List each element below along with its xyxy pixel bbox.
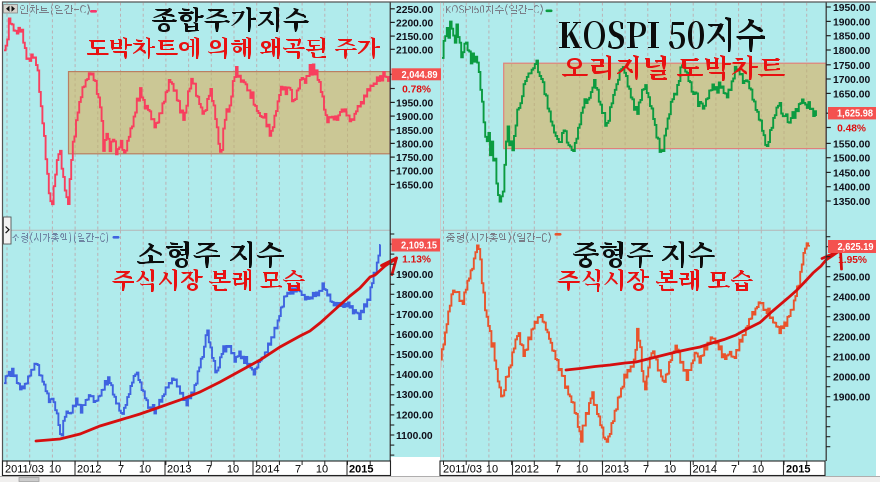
svg-text:1500.00: 1500.00	[833, 154, 870, 165]
svg-text:2100.00: 2100.00	[833, 353, 870, 364]
svg-text:7: 7	[643, 463, 649, 475]
svg-text:2,044.89: 2,044.89	[402, 70, 438, 81]
svg-text:1.13%: 1.13%	[402, 255, 431, 266]
svg-text:1900.00: 1900.00	[833, 17, 870, 28]
svg-text:2300.00: 2300.00	[833, 313, 870, 324]
svg-text:1450.00: 1450.00	[833, 168, 870, 179]
svg-text:1350.00: 1350.00	[833, 197, 870, 208]
svg-text:7: 7	[206, 463, 212, 475]
svg-text:2200.00: 2200.00	[833, 333, 870, 344]
svg-text:1750.00: 1750.00	[833, 61, 870, 72]
svg-text:1400.00: 1400.00	[396, 370, 433, 381]
svg-text:10: 10	[664, 463, 676, 475]
svg-text:7: 7	[555, 463, 561, 475]
svg-text:1700.00: 1700.00	[396, 310, 433, 321]
svg-text:1950.00: 1950.00	[833, 3, 870, 14]
svg-text:1800.00: 1800.00	[396, 139, 433, 150]
svg-text:2013: 2013	[605, 463, 629, 475]
svg-text:1.95%: 1.95%	[838, 255, 867, 266]
svg-text:2015: 2015	[786, 463, 810, 475]
svg-text:1650.00: 1650.00	[833, 89, 870, 100]
svg-text:2012: 2012	[515, 463, 539, 475]
svg-text:10: 10	[139, 463, 151, 475]
svg-text:2011/03: 2011/03	[443, 463, 482, 475]
svg-text:2014: 2014	[693, 463, 717, 475]
svg-text:1700.00: 1700.00	[396, 167, 433, 178]
svg-text:10: 10	[486, 463, 498, 475]
svg-text:1750.00: 1750.00	[396, 153, 433, 164]
svg-text:1950.00: 1950.00	[396, 98, 433, 109]
svg-text:1850.00: 1850.00	[396, 126, 433, 137]
svg-text:2011/03: 2011/03	[5, 463, 44, 475]
svg-text:7: 7	[118, 463, 124, 475]
svg-text:0.78%: 0.78%	[402, 85, 431, 96]
svg-text:1500.00: 1500.00	[396, 350, 433, 361]
svg-text:1300.00: 1300.00	[396, 390, 433, 401]
svg-text:2150.00: 2150.00	[396, 32, 433, 43]
svg-text:2250.00: 2250.00	[396, 5, 433, 16]
svg-text:2200.00: 2200.00	[396, 18, 433, 29]
svg-text:1600.00: 1600.00	[396, 330, 433, 341]
svg-text:10: 10	[49, 463, 61, 475]
svg-text:1400.00: 1400.00	[833, 183, 870, 194]
svg-text:10: 10	[227, 463, 239, 475]
svg-text:2100.00: 2100.00	[396, 45, 433, 56]
svg-text:1850.00: 1850.00	[833, 32, 870, 43]
svg-text:2,109.15: 2,109.15	[401, 241, 437, 252]
svg-text:1900.00: 1900.00	[396, 270, 433, 281]
svg-text:10: 10	[316, 463, 328, 475]
svg-text:2400.00: 2400.00	[833, 293, 870, 304]
svg-text:2015: 2015	[349, 463, 373, 475]
svg-text:2012: 2012	[77, 463, 101, 475]
svg-text:1700.00: 1700.00	[833, 75, 870, 86]
svg-text:7: 7	[295, 463, 301, 475]
svg-text:1800.00: 1800.00	[833, 46, 870, 57]
svg-text:2,625.19: 2,625.19	[838, 242, 874, 253]
svg-text:1800.00: 1800.00	[396, 290, 433, 301]
svg-text:10: 10	[752, 463, 764, 475]
svg-text:10: 10	[576, 463, 588, 475]
svg-text:2500.00: 2500.00	[833, 273, 870, 284]
svg-text:1100.00: 1100.00	[396, 431, 433, 442]
svg-text:1550.00: 1550.00	[833, 139, 870, 150]
svg-text:1650.00: 1650.00	[396, 180, 433, 191]
svg-text:1900.00: 1900.00	[833, 393, 870, 404]
svg-text:7: 7	[731, 463, 737, 475]
svg-text:1200.00: 1200.00	[396, 411, 433, 422]
svg-text:2014: 2014	[255, 463, 279, 475]
svg-text:1,625.98: 1,625.98	[837, 109, 873, 120]
svg-text:0.48%: 0.48%	[837, 124, 866, 135]
svg-text:2013: 2013	[167, 463, 191, 475]
svg-text:2000.00: 2000.00	[833, 373, 870, 384]
svg-text:1900.00: 1900.00	[396, 112, 433, 123]
